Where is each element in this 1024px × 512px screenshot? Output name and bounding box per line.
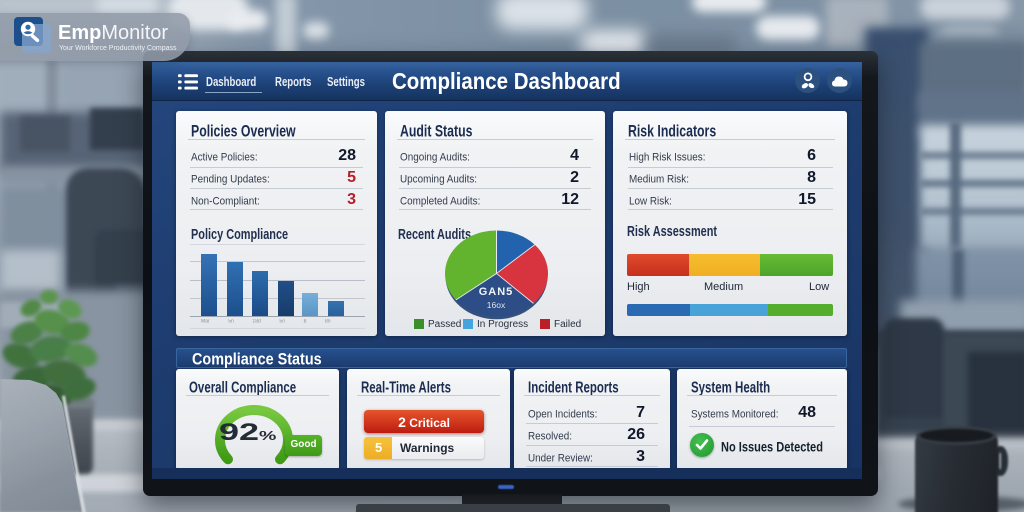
svg-text:16ox: 16ox xyxy=(487,300,506,310)
svg-text:GAN5: GAN5 xyxy=(479,286,514,298)
